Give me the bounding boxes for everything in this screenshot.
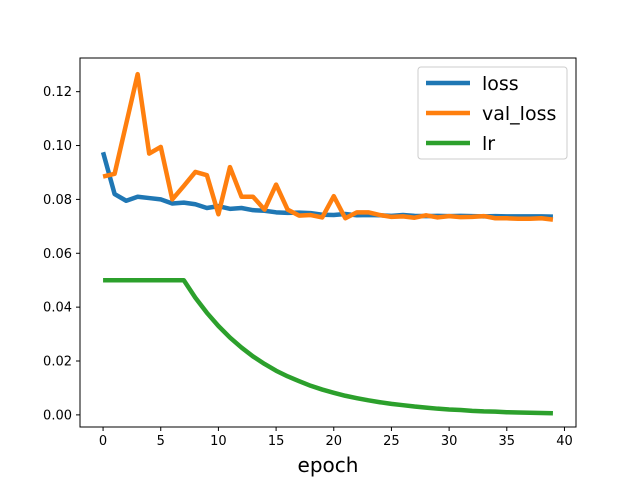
axis-ticks: 0 5 10 15 20 25 30 35 40 0.00 0.02 0.04 0.06 0.08 0.10… [43, 85, 573, 449]
y-tick-label: 0.08 [43, 193, 72, 208]
legend-label-val-loss: val_loss [482, 103, 556, 125]
x-tick-label: 5 [157, 434, 165, 449]
x-tick-label: 40 [556, 434, 573, 449]
y-tick-label: 0.06 [43, 247, 72, 262]
legend-label-lr: lr [482, 133, 495, 155]
x-tick-label: 35 [499, 434, 516, 449]
y-tick-label: 0.04 [43, 301, 72, 316]
plot-frame [79, 57, 577, 428]
y-tick-label: 0.02 [43, 355, 72, 370]
legend-label-loss: loss [482, 73, 519, 95]
legend-box [417, 66, 568, 160]
y-tick-label: 0.12 [43, 85, 72, 100]
x-axis-label: epoch [298, 453, 359, 477]
x-tick-label: 20 [325, 434, 342, 449]
y-tick-label: 0.10 [43, 139, 72, 154]
x-tick-label: 30 [441, 434, 458, 449]
y-tick-label: 0.00 [43, 408, 72, 423]
series-lines [100, 71, 554, 416]
x-tick-label: 15 [268, 434, 285, 449]
series-line-val-loss [102, 71, 554, 222]
x-tick-label: 0 [99, 434, 107, 449]
series-line-lr [103, 277, 553, 416]
x-tick-label: 10 [210, 434, 227, 449]
x-tick-label: 25 [383, 434, 400, 449]
